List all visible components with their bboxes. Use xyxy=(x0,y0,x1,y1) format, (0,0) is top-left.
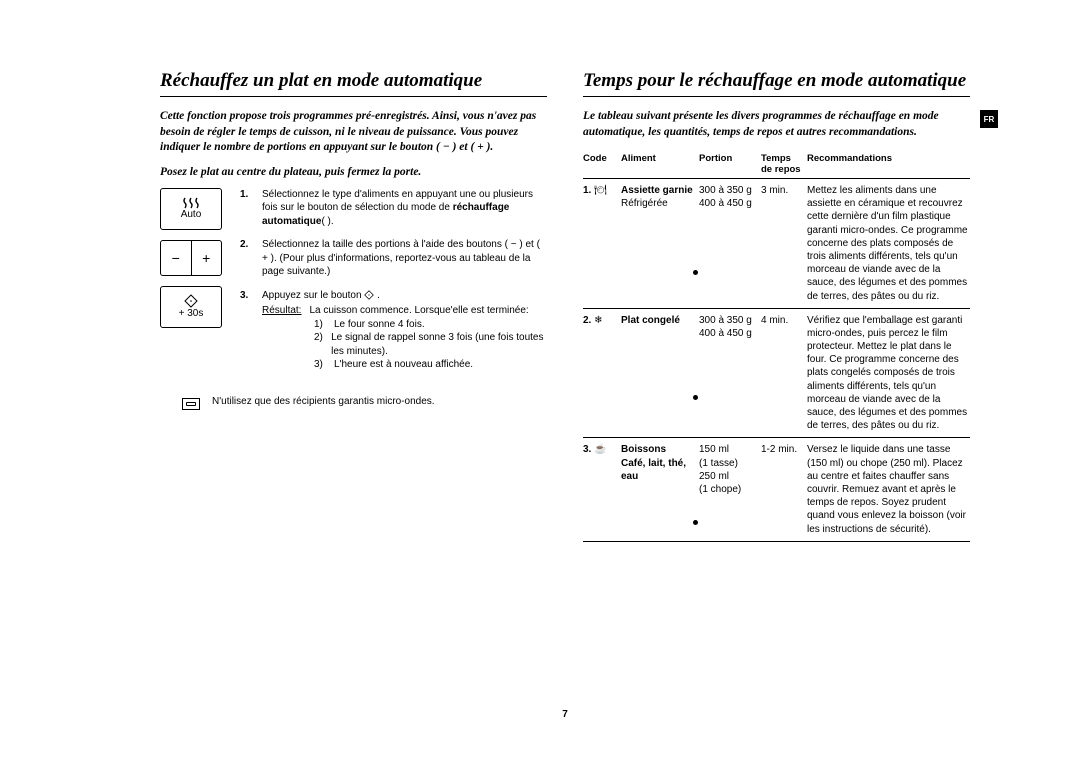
left-column: Réchauffez un plat en mode automatique C… xyxy=(160,70,555,700)
step-body: Appuyez sur le bouton . Résultat: La cui… xyxy=(262,289,547,372)
step-text: ( ). xyxy=(321,216,333,227)
sublist-num: 1) xyxy=(314,318,328,332)
section-title-left: Réchauffez un plat en mode automatique xyxy=(160,70,547,97)
sublist-num: 3) xyxy=(314,358,328,372)
result-sublist: 1) Le four sonne 4 fois. 2)Le signal de r… xyxy=(262,318,547,372)
sublist-item: 2)Le signal de rappel sonne 3 fois (une … xyxy=(314,331,547,358)
table-row: 3. ☕BoissonsCafé, lait, thé, eau150 ml(1… xyxy=(583,438,970,541)
step-body: Sélectionnez la taille des portions à l'… xyxy=(262,238,547,279)
step-number: 3. xyxy=(240,289,254,372)
cell-aliment: BoissonsCafé, lait, thé, eau xyxy=(621,438,699,541)
cell-portion: 150 ml(1 tasse)250 ml(1 chope) xyxy=(699,438,761,541)
table-row: 1. 🍽Assiette garnieRéfrigérée300 à 350 g… xyxy=(583,179,970,309)
auto-button-icon: Auto xyxy=(160,188,222,230)
note-icon xyxy=(182,398,200,410)
sublist-item: 1) Le four sonne 4 fois. xyxy=(314,318,547,332)
cell-aliment: Assiette garnieRéfrigérée xyxy=(621,179,699,309)
cell-reco: Mettez les aliments dans une assiette en… xyxy=(807,179,970,309)
th-reco: Recommandations xyxy=(807,150,970,179)
auto-label: Auto xyxy=(181,209,202,220)
intro-right: Le tableau suivant présente les divers p… xyxy=(583,109,970,140)
reheat-table: Code Aliment Portion Temps de repos Reco… xyxy=(583,150,970,542)
step-body: Sélectionnez le type d'aliments en appuy… xyxy=(262,188,547,229)
cell-code: 3. ☕ xyxy=(583,438,621,541)
cell-code: 1. 🍽 xyxy=(583,179,621,309)
right-column: Temps pour le réchauffage en mode automa… xyxy=(575,70,970,700)
table-header-row: Code Aliment Portion Temps de repos Reco… xyxy=(583,150,970,179)
page-number: 7 xyxy=(562,709,568,720)
steps-list: 1. Sélectionnez le type d'aliments en ap… xyxy=(240,188,547,382)
sublist-num: 2) xyxy=(314,331,325,358)
steps-wrapper: Auto − + + 30s 1. Sé xyxy=(160,188,547,382)
section-title-right: Temps pour le réchauffage en mode automa… xyxy=(583,70,970,97)
button-illustrations: Auto − + + 30s xyxy=(160,188,222,382)
step-1: 1. Sélectionnez le type d'aliments en ap… xyxy=(240,188,547,229)
start-30s-button-icon: + 30s xyxy=(160,286,222,328)
sublist-item: 3) L'heure est à nouveau affichée. xyxy=(314,358,547,372)
plus-label: + xyxy=(192,241,222,275)
th-aliment: Aliment xyxy=(621,150,699,179)
th-code: Code xyxy=(583,150,621,179)
result-text: La cuisson commence. Lorsque'elle est te… xyxy=(309,304,528,318)
cell-aliment: Plat congelé xyxy=(621,308,699,438)
minus-label: − xyxy=(161,241,192,275)
th-temps: Temps de repos xyxy=(761,150,807,179)
th-portion: Portion xyxy=(699,150,761,179)
plus30s-label: + 30s xyxy=(179,308,204,319)
table-row: 2. ❄Plat congelé300 à 350 g400 à 450 g4 … xyxy=(583,308,970,438)
cell-reco: Vérifiez que l'emballage est garanti mic… xyxy=(807,308,970,438)
diamond-icon xyxy=(184,294,198,308)
cell-temps: 1-2 min. xyxy=(761,438,807,541)
step-number: 2. xyxy=(240,238,254,279)
diamond-icon xyxy=(364,290,374,300)
cell-portion: 300 à 350 g400 à 450 g xyxy=(699,308,761,438)
plus-minus-button-icon: − + xyxy=(160,240,222,276)
cell-temps: 4 min. xyxy=(761,308,807,438)
sublist-text: Le signal de rappel sonne 3 fois (une fo… xyxy=(331,331,547,358)
result-label: Résultat: xyxy=(262,304,301,318)
sublist-text: L'heure est à nouveau affichée. xyxy=(334,358,473,372)
intro-left: Cette fonction propose trois programmes … xyxy=(160,109,547,156)
step-number: 1. xyxy=(240,188,254,229)
sublist-text: Le four sonne 4 fois. xyxy=(334,318,425,332)
sub-instruction: Posez le plat au centre du plateau, puis… xyxy=(160,166,547,178)
language-tab: FR xyxy=(980,110,998,128)
step-2: 2. Sélectionnez la taille des portions à… xyxy=(240,238,547,279)
step-text: . xyxy=(377,290,380,301)
cell-reco: Versez le liquide dans une tasse (150 ml… xyxy=(807,438,970,541)
step-text: Sélectionnez la taille des portions à l'… xyxy=(262,239,540,277)
cell-temps: 3 min. xyxy=(761,179,807,309)
note-text: N'utilisez que des récipients garantis m… xyxy=(212,396,435,407)
note-row: N'utilisez que des récipients garantis m… xyxy=(160,396,547,410)
step-text: Appuyez sur le bouton xyxy=(262,290,364,301)
cell-code: 2. ❄ xyxy=(583,308,621,438)
manual-page: FR Réchauffez un plat en mode automatiqu… xyxy=(160,70,970,700)
heat-waves-icon xyxy=(181,197,201,209)
cell-portion: 300 à 350 g400 à 450 g xyxy=(699,179,761,309)
step-3: 3. Appuyez sur le bouton . Résultat: La … xyxy=(240,289,547,372)
